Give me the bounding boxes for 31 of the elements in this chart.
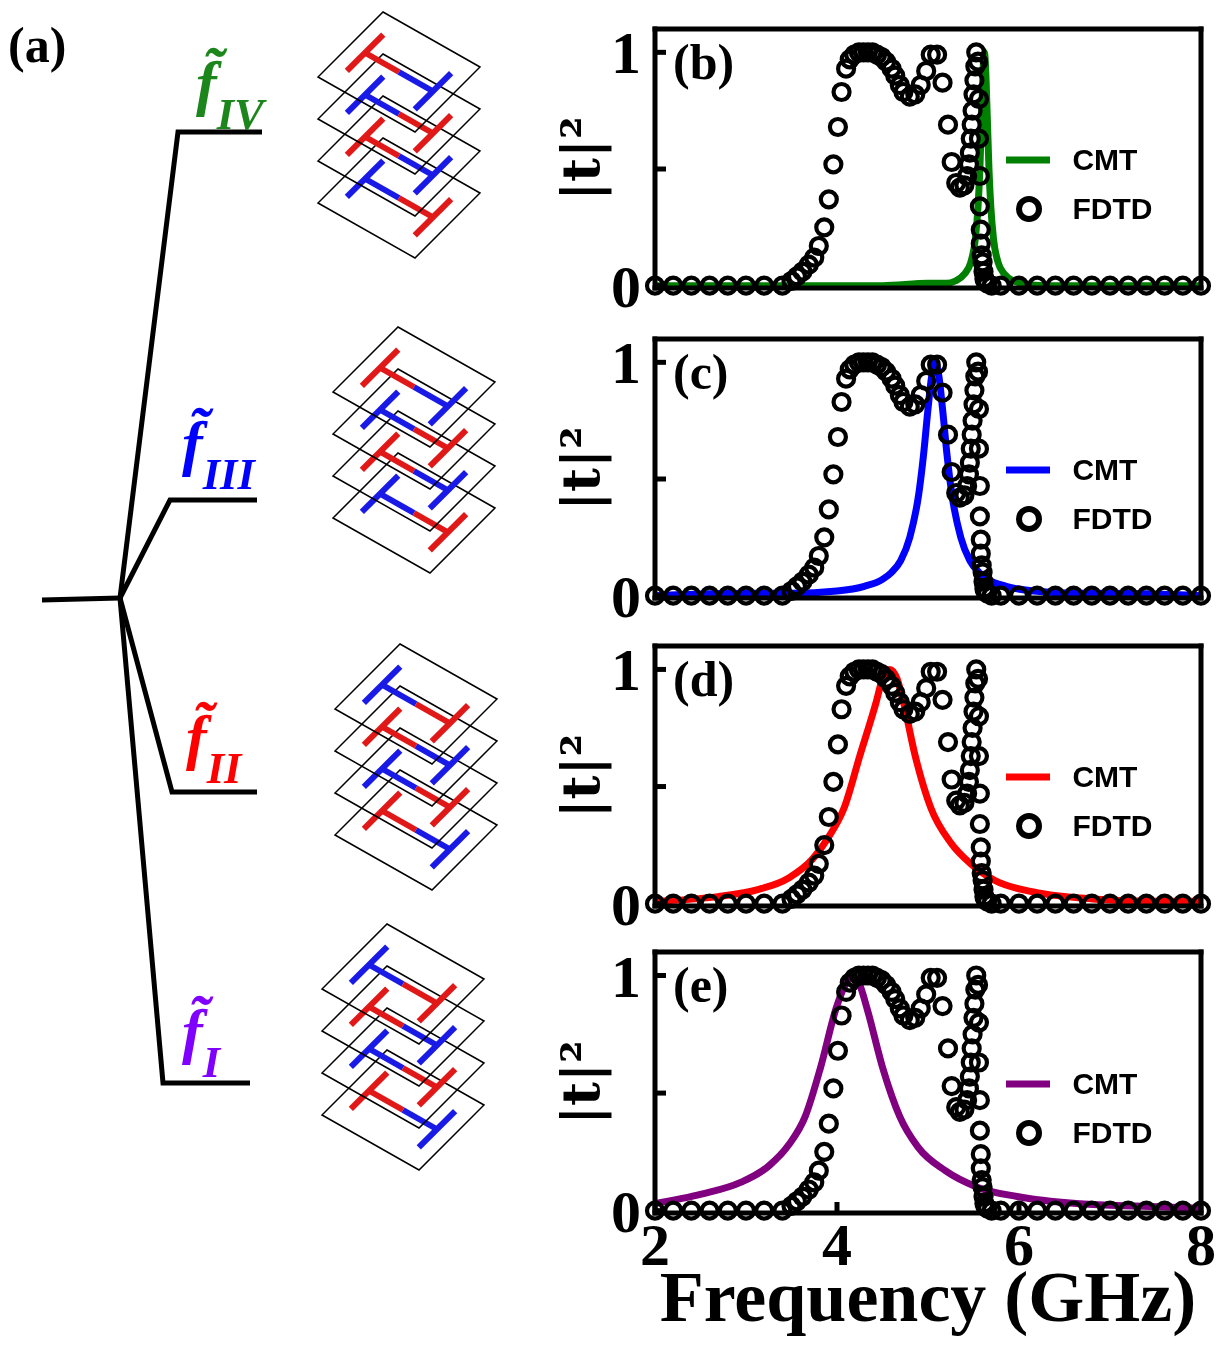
category-label: f̃$_{IV}$ xyxy=(196,46,268,139)
legend-label: CMT xyxy=(1072,760,1138,795)
y-tick-label: 0 xyxy=(611,1178,641,1245)
category-label: f̃$_{I}$ xyxy=(182,994,222,1087)
legend-label: FDTD xyxy=(1072,191,1153,226)
annotation: (d) xyxy=(673,651,735,707)
y-axis-title: |t|² xyxy=(549,733,612,819)
x-tick-label: 4 xyxy=(822,1211,852,1278)
annotation: (e) xyxy=(673,957,729,1013)
y-tick-label: 1 xyxy=(611,330,641,397)
y-tick-label: 1 xyxy=(611,20,641,87)
category-label: f̃$_{II}$ xyxy=(186,700,244,793)
legend-label: CMT xyxy=(1072,142,1138,177)
category-label: f̃$_{III}$ xyxy=(182,406,257,499)
legend-label: FDTD xyxy=(1072,809,1153,844)
legend-label: CMT xyxy=(1072,452,1138,487)
text: (a) xyxy=(8,17,67,73)
legend-label: FDTD xyxy=(1072,1115,1153,1150)
y-axis-title: |t|² xyxy=(549,1040,612,1125)
y-tick-label: 1 xyxy=(611,943,641,1010)
annotation: (c) xyxy=(673,344,729,400)
y-axis-title: |t|² xyxy=(549,116,612,201)
y-tick-label: 0 xyxy=(611,253,641,320)
y-axis-title: |t|² xyxy=(549,426,612,511)
x-tick-label: 8 xyxy=(1186,1211,1216,1278)
annotation: (b) xyxy=(673,34,735,90)
y-tick-label: 1 xyxy=(611,637,641,704)
y-tick-label: 0 xyxy=(611,871,641,938)
legend-label: CMT xyxy=(1072,1066,1138,1101)
y-tick-label: 0 xyxy=(611,563,641,630)
legend-label: FDTD xyxy=(1072,501,1153,536)
